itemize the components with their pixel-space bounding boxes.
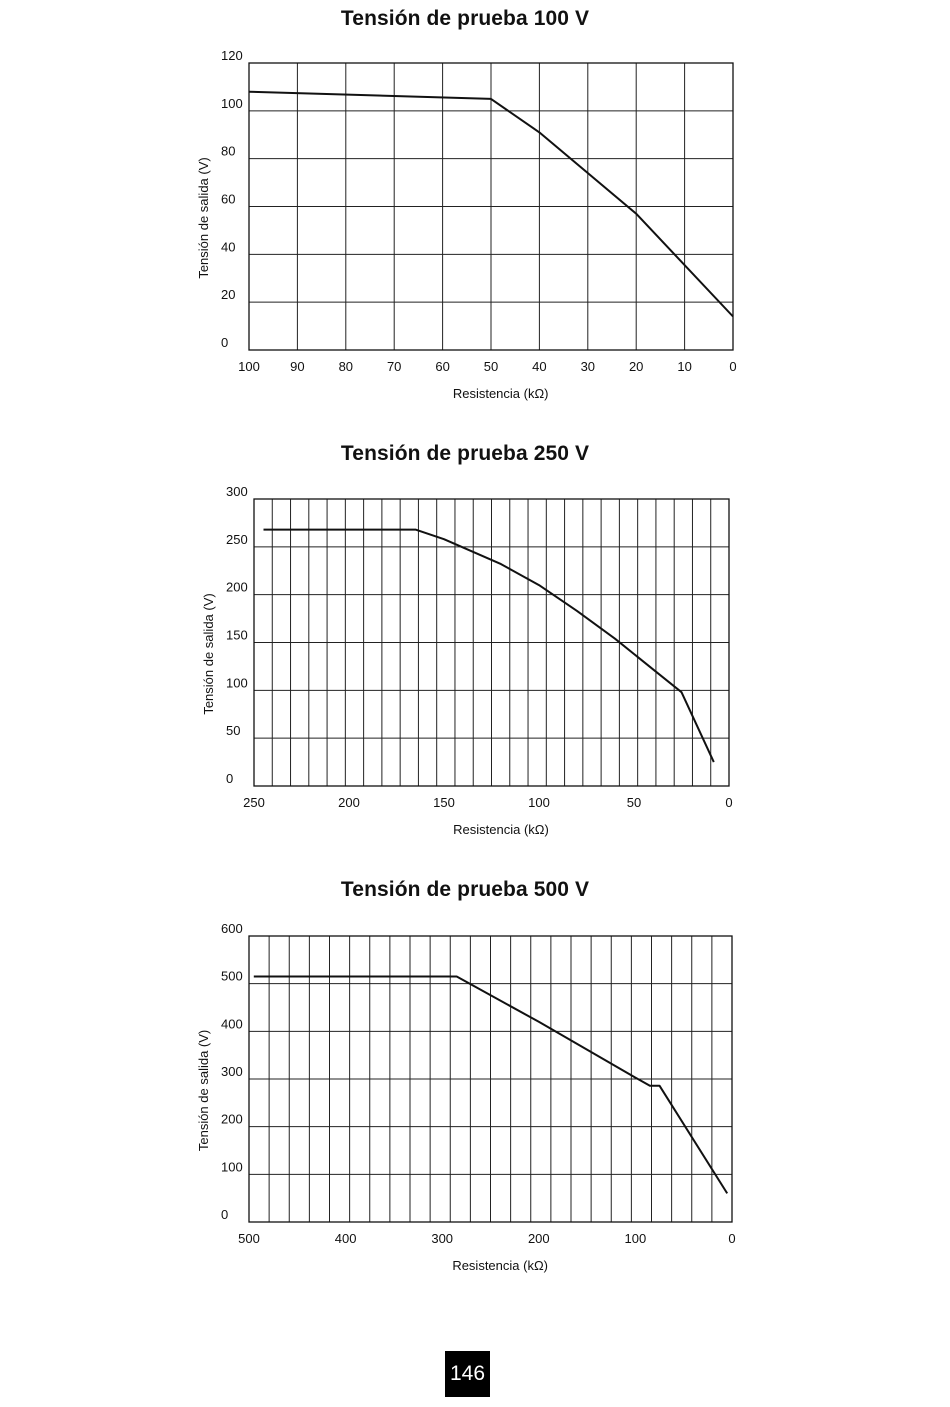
y-tick-label: 200: [226, 580, 248, 595]
x-tick-label: 10: [677, 359, 691, 374]
plot-frame: [248, 62, 734, 351]
chart-title-100v: Tensión de prueba 100 V: [340, 7, 590, 30]
y-tick-label: 60: [221, 192, 235, 207]
x-tick-label: 0: [725, 795, 732, 810]
chart-title-500v: Tensión de prueba 500 V: [340, 878, 590, 901]
y-tick-label: 50: [226, 723, 240, 738]
x-tick-label: 100: [238, 359, 260, 374]
chart-250v: 300 250 200 150 100 50 0 250 200 150 100 50 0 Resiste…: [201, 484, 733, 837]
page-number: 146: [445, 1351, 490, 1397]
series-line: [248, 90, 734, 318]
y-tick-label: 100: [221, 1159, 243, 1174]
x-tick-label: 20: [629, 359, 643, 374]
y-tick-label: 80: [221, 144, 235, 159]
y-tick-label: 120: [221, 48, 243, 63]
x-tick-label: 30: [581, 359, 595, 374]
series-line: [253, 975, 729, 1194]
x-tick-label: 500: [238, 1231, 260, 1246]
y-tick-label: 250: [226, 532, 248, 547]
y-tick-label: 0: [221, 1207, 228, 1222]
y-tick-label: 20: [221, 287, 235, 302]
y-tick-label: 300: [221, 1064, 243, 1079]
series-line: [263, 528, 715, 763]
y-tick-label: 600: [221, 921, 243, 936]
x-tick-label: 200: [528, 1231, 550, 1246]
x-tick-label: 0: [728, 1231, 735, 1246]
x-tick-label: 50: [627, 795, 641, 810]
x-tick-label: 100: [625, 1231, 647, 1246]
x-tick-label: 90: [290, 359, 304, 374]
x-tick-label: 70: [387, 359, 401, 374]
y-tick-label: 0: [221, 335, 228, 350]
y-tick-label: 100: [221, 96, 243, 111]
x-tick-label: 300: [431, 1231, 453, 1246]
x-tick-label: 0: [729, 359, 736, 374]
x-tick-label: 40: [532, 359, 546, 374]
y-axis-label: Tensión de salida (V): [196, 157, 211, 278]
y-tick-label: 40: [221, 239, 235, 254]
y-tick-label: 500: [221, 969, 243, 984]
chart-title-250v: Tensión de prueba 250 V: [340, 442, 590, 465]
y-axis-label: Tensión de salida (V): [201, 593, 216, 714]
chart-500v: 600 500 400 300 200 100 0 500 400 300 200 100 0 Resis…: [196, 921, 736, 1273]
x-tick-label: 250: [243, 795, 265, 810]
x-tick-label: 80: [339, 359, 353, 374]
x-tick-label: 50: [484, 359, 498, 374]
x-tick-label: 150: [433, 795, 455, 810]
x-axis-label: Resistencia (kΩ): [452, 1258, 548, 1273]
x-axis-label: Resistencia (kΩ): [453, 822, 549, 837]
x-tick-label: 200: [338, 795, 360, 810]
y-tick-label: 400: [221, 1016, 243, 1031]
x-tick-label: 60: [435, 359, 449, 374]
y-tick-label: 200: [221, 1112, 243, 1127]
y-tick-label: 100: [226, 675, 248, 690]
y-tick-label: 150: [226, 628, 248, 643]
plot-frame: [253, 498, 730, 787]
x-tick-label: 100: [528, 795, 550, 810]
plot-frame: [248, 935, 733, 1223]
x-axis-label: Resistencia (kΩ): [453, 386, 549, 401]
y-tick-label: 0: [226, 771, 233, 786]
x-tick-label: 400: [335, 1231, 357, 1246]
y-tick-label: 300: [226, 484, 248, 499]
y-axis-label: Tensión de salida (V): [196, 1030, 211, 1151]
